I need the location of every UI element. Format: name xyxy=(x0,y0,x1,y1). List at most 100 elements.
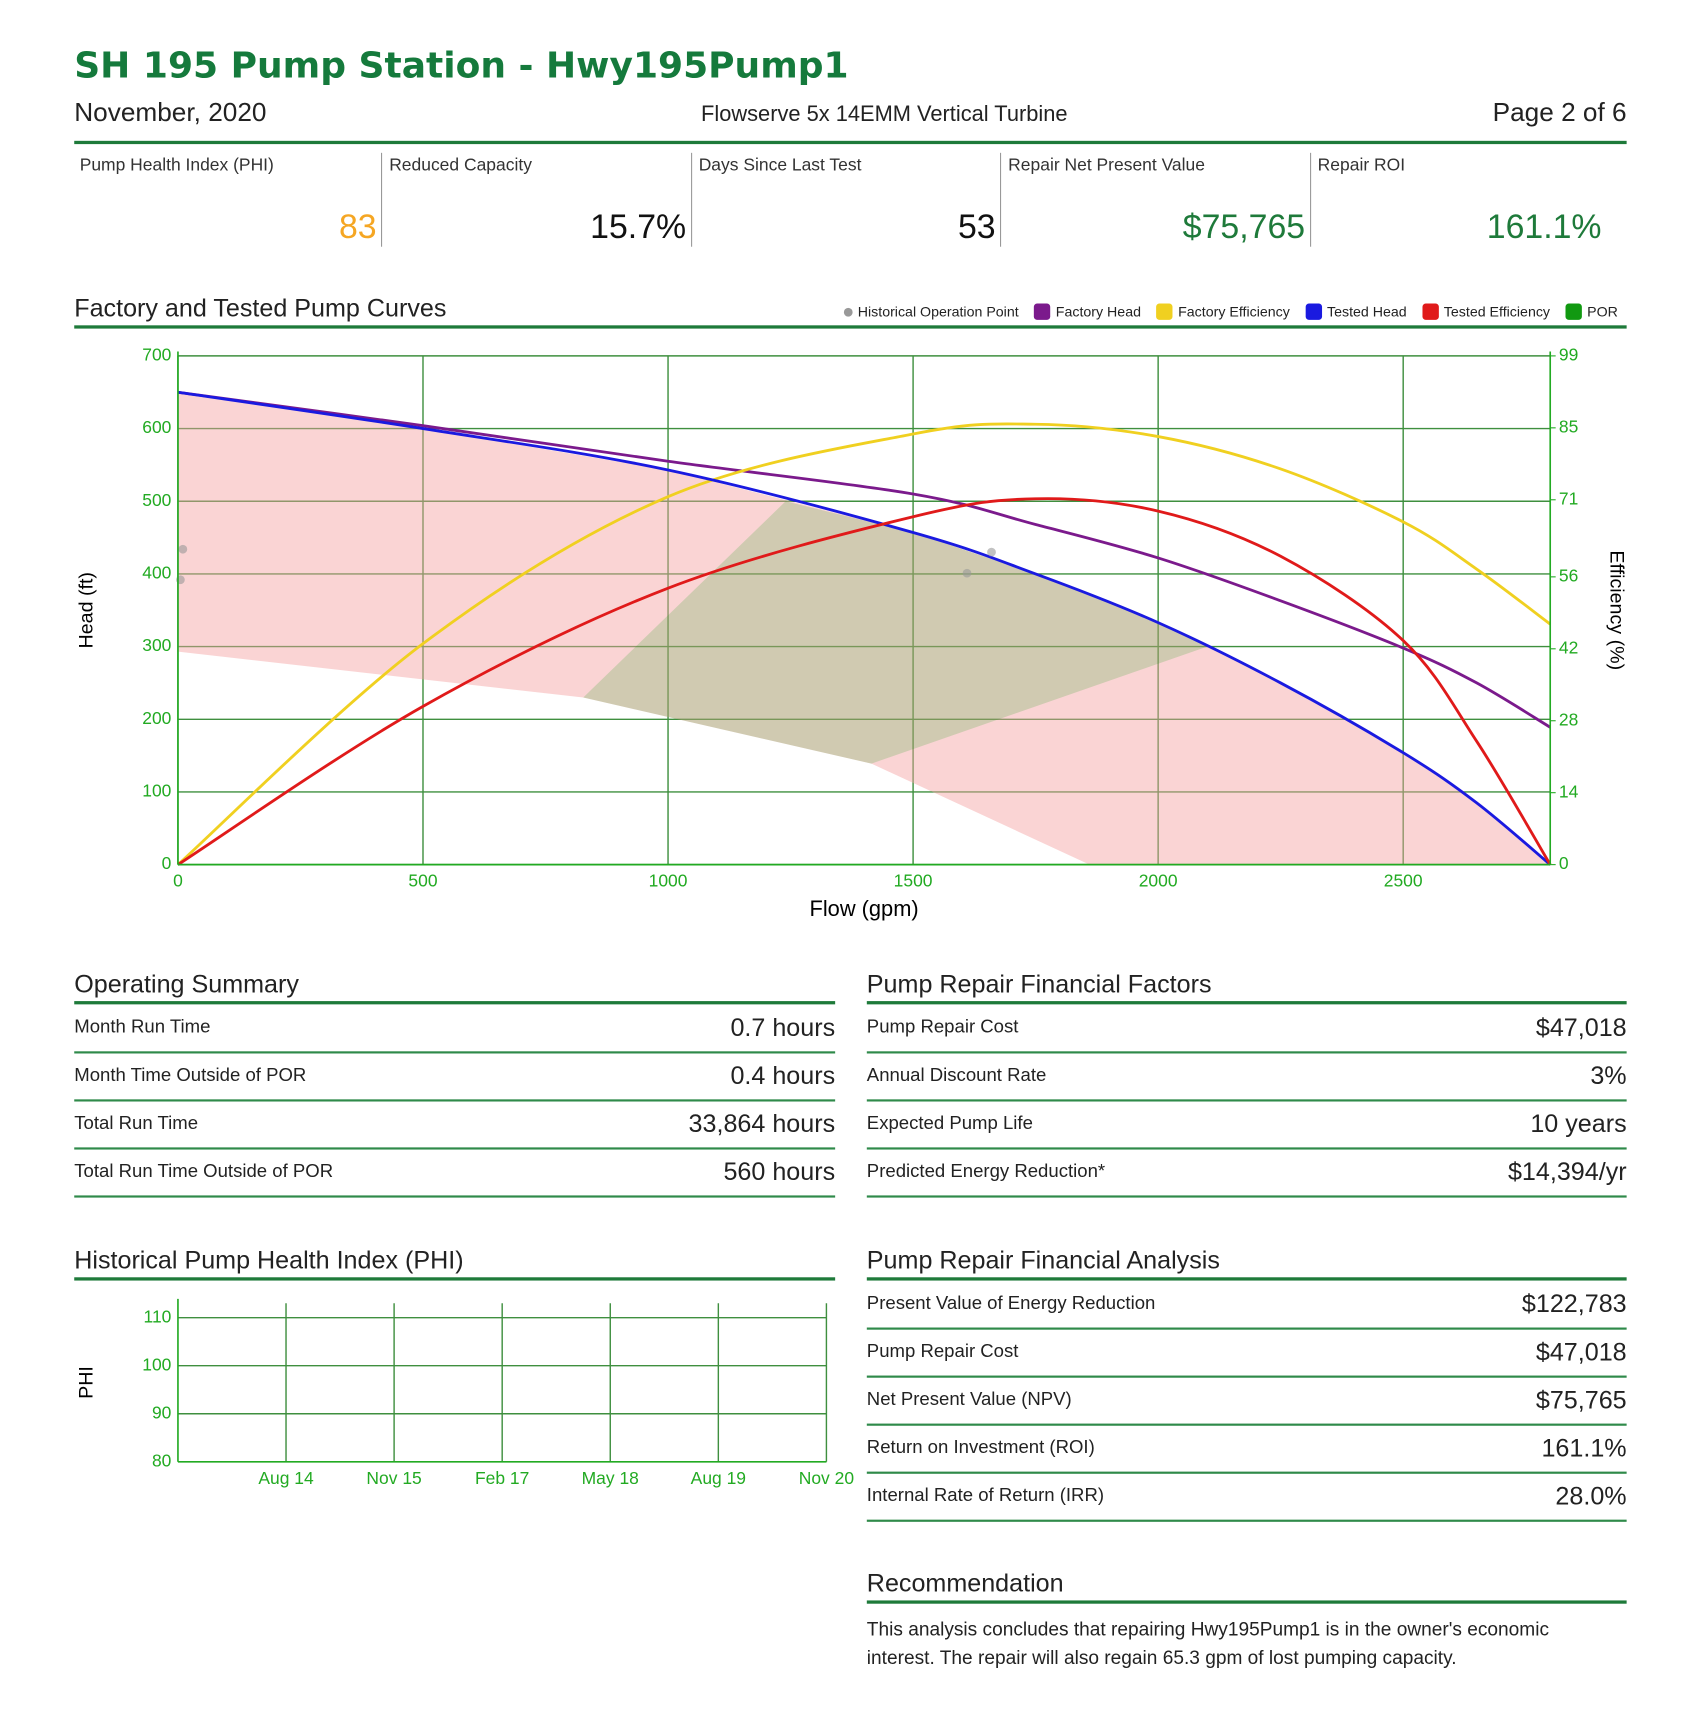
y-tick-label: 400 xyxy=(142,563,171,583)
row-value: $47,018 xyxy=(1535,1013,1627,1042)
report-title: SH 195 Pump Station - Hwy195Pump1 xyxy=(74,43,849,87)
series-line xyxy=(177,390,1551,729)
y2-tick-label: 0 xyxy=(1559,853,1569,873)
section-title: Recommendation xyxy=(866,1568,1064,1598)
x-tick-label: Nov 15 xyxy=(366,1468,421,1488)
legend-item: Tested Head xyxy=(1305,303,1407,320)
legend: Historical Operation Point Factory Head Fa… xyxy=(843,303,1618,320)
kpi-value: 161.1% xyxy=(1486,207,1602,246)
kpi-box: Pump Health Index (PHI) 83 xyxy=(74,152,383,247)
kpi-box: Days Since Last Test 53 xyxy=(693,152,1002,247)
table-title: Pump Repair Financial Analysis xyxy=(866,1245,1220,1275)
table-title: Operating Summary xyxy=(74,969,299,998)
y2-axis-title: Efficiency (%) xyxy=(1606,550,1628,670)
kpi-value: 83 xyxy=(338,207,377,246)
kpi-label: Repair Net Present Value xyxy=(1008,156,1205,175)
x-tick-label: 0 xyxy=(173,871,183,891)
report-date: November, 2020 xyxy=(74,98,267,128)
legend-label: Tested Head xyxy=(1326,303,1407,320)
y-tick-label: 0 xyxy=(162,853,172,873)
row-label: Pump Repair Cost xyxy=(866,1016,1019,1038)
section-title: Historical Pump Health Index (PHI) xyxy=(74,1245,464,1275)
y-tick-label: 110 xyxy=(144,1306,172,1326)
row-value: $75,765 xyxy=(1535,1385,1627,1414)
y-tick-label: 700 xyxy=(142,345,171,365)
x-tick-label: Aug 19 xyxy=(691,1468,746,1488)
header-rule xyxy=(74,140,1627,145)
row-label: Expected Pump Life xyxy=(866,1112,1033,1134)
legend-item: Tested Efficiency xyxy=(1421,303,1551,320)
row-label: Month Run Time xyxy=(74,1016,211,1038)
row-rule xyxy=(866,1099,1627,1102)
table-title: Pump Repair Financial Factors xyxy=(866,969,1212,998)
row-value: $14,394/yr xyxy=(1507,1157,1627,1186)
x-axis-title: Flow (gpm) xyxy=(810,896,919,921)
kpi-box: Repair Net Present Value $75,765 xyxy=(1003,152,1311,247)
table-rule xyxy=(866,1001,1627,1005)
kpi-label: Reduced Capacity xyxy=(389,156,532,175)
operation-point xyxy=(178,544,188,554)
y-axis-title: PHI xyxy=(76,1366,98,1399)
table-rule xyxy=(866,1277,1627,1281)
legend-swatch xyxy=(1565,303,1582,320)
kpi-value: 15.7% xyxy=(590,207,687,246)
pump-model: Flowserve 5x 14EMM Vertical Turbine xyxy=(701,102,1068,127)
y2-tick-label: 56 xyxy=(1559,565,1578,585)
y-tick-label: 100 xyxy=(142,781,171,801)
row-rule xyxy=(74,1195,836,1198)
row-rule xyxy=(866,1147,1627,1150)
legend-label: Historical Operation Point xyxy=(857,303,1019,320)
section-title: Factory and Tested Pump Curves xyxy=(74,293,447,323)
row-value: 0.7 hours xyxy=(730,1013,836,1042)
legend-item: Factory Head xyxy=(1033,303,1141,320)
row-label: Present Value of Energy Reduction xyxy=(866,1292,1156,1314)
kpi-label: Pump Health Index (PHI) xyxy=(79,156,274,175)
x-tick-label: Aug 14 xyxy=(258,1468,314,1488)
por-region xyxy=(583,501,1208,764)
row-rule xyxy=(866,1195,1627,1198)
row-label: Total Run Time xyxy=(74,1112,199,1134)
y-tick-label: 300 xyxy=(142,635,171,655)
y2-tick-label: 99 xyxy=(1559,345,1578,365)
row-value: 0.4 hours xyxy=(730,1061,836,1090)
y-tick-label: 80 xyxy=(152,1450,172,1470)
row-value: $122,783 xyxy=(1521,1289,1627,1318)
row-rule xyxy=(866,1423,1627,1426)
row-rule xyxy=(866,1471,1627,1474)
legend-swatch xyxy=(1156,303,1173,320)
legend-label: Factory Efficiency xyxy=(1178,303,1290,320)
x-tick-label: May 18 xyxy=(582,1468,639,1488)
row-rule xyxy=(74,1051,836,1054)
row-label: Net Present Value (NPV) xyxy=(866,1388,1072,1410)
x-tick-label: 1500 xyxy=(894,871,933,891)
x-tick-label: 1000 xyxy=(649,871,688,891)
row-value: 161.1% xyxy=(1541,1433,1627,1462)
legend-swatch xyxy=(1033,303,1051,320)
legend-label: POR xyxy=(1587,303,1618,320)
legend-swatch xyxy=(1305,303,1322,320)
row-label: Month Time Outside of POR xyxy=(74,1064,307,1086)
kpi-box: Reduced Capacity 15.7% xyxy=(384,152,692,247)
legend-item: Factory Efficiency xyxy=(1156,303,1290,320)
operation-point xyxy=(962,568,972,578)
kpi-value: 53 xyxy=(957,207,996,246)
section-rule xyxy=(74,1277,836,1281)
kpi-label: Repair ROI xyxy=(1317,156,1406,175)
series-line xyxy=(176,422,1552,866)
row-value: 3% xyxy=(1590,1061,1627,1090)
row-rule xyxy=(866,1051,1627,1054)
series-line xyxy=(177,390,1552,866)
y-tick-label: 90 xyxy=(152,1402,172,1422)
kpi-label: Days Since Last Test xyxy=(698,156,862,175)
y-tick-label: 100 xyxy=(142,1354,171,1374)
legend-swatch xyxy=(1421,303,1439,320)
row-value: $47,018 xyxy=(1535,1337,1627,1366)
out-of-range-shading xyxy=(177,392,1551,865)
y2-tick-label: 42 xyxy=(1559,637,1578,657)
section-rule xyxy=(866,1600,1627,1604)
legend-label: Tested Efficiency xyxy=(1443,303,1551,320)
row-value: 28.0% xyxy=(1555,1481,1627,1510)
y-tick-label: 600 xyxy=(142,417,171,437)
